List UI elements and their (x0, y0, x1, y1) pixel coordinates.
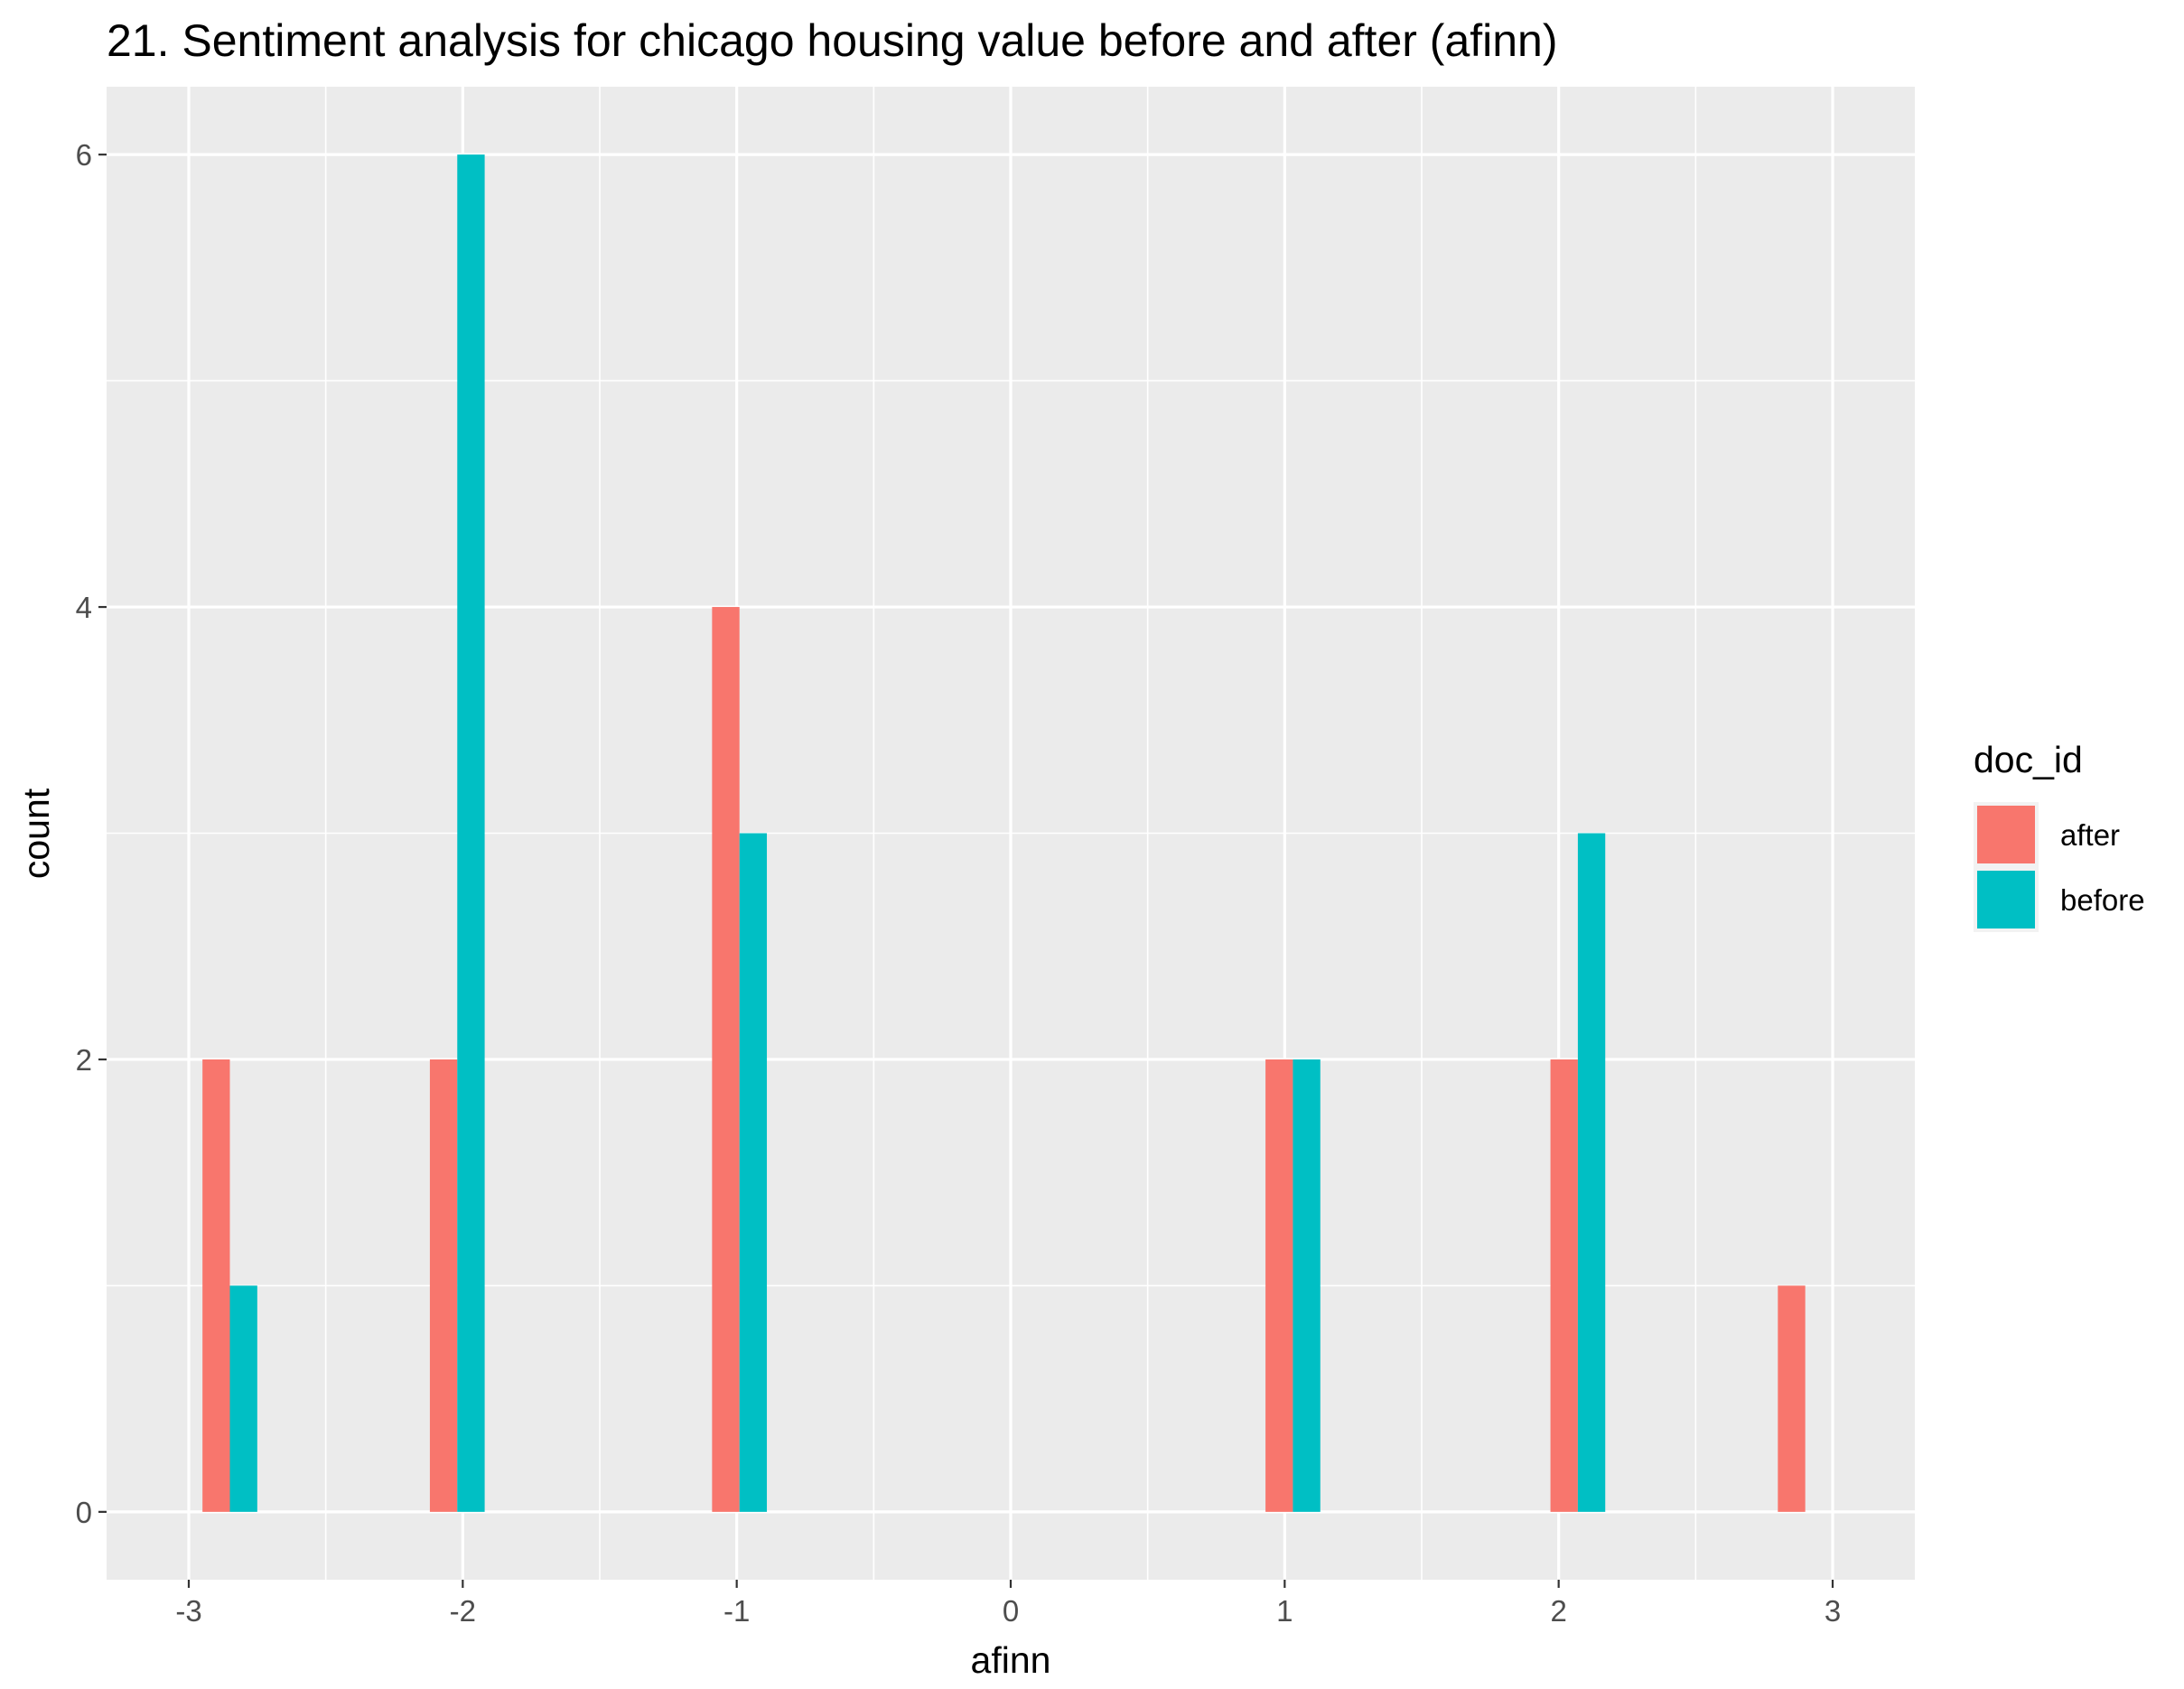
legend-label-before: before (2060, 883, 2145, 917)
y-axis-title: count (15, 788, 57, 879)
x-tick-label: -3 (175, 1594, 201, 1628)
bar-after (1550, 1059, 1578, 1512)
legend-swatch-before (1977, 871, 2035, 928)
x-tick-label: 3 (1825, 1594, 1841, 1628)
y-tick-label: 4 (76, 591, 92, 624)
y-tick-label: 2 (76, 1043, 92, 1077)
legend-label-after: after (2060, 818, 2120, 852)
bar-after (429, 1059, 458, 1512)
axes: -3 -2 -1 0 1 2 3 0 2 4 6 (76, 138, 1842, 1628)
bar-after (712, 607, 740, 1512)
bar-before (457, 154, 485, 1512)
bar-after (1265, 1059, 1293, 1512)
bars (202, 154, 1806, 1512)
bar-before (1293, 1059, 1321, 1512)
x-tick-label: 2 (1550, 1594, 1566, 1628)
x-tick-label: 1 (1276, 1594, 1293, 1628)
chart-title: 21. Sentiment analysis for chicago housi… (107, 15, 1558, 66)
bar-before (1577, 833, 1606, 1512)
x-tick-label: -1 (723, 1594, 750, 1628)
y-tick-label: 0 (76, 1496, 92, 1529)
bar-before (229, 1285, 257, 1512)
legend-swatch-after (1977, 806, 2035, 863)
legend-title: doc_id (1974, 739, 2083, 780)
y-tick-label: 6 (76, 138, 92, 172)
x-axis-title: afinn (971, 1639, 1051, 1681)
bar-after (1778, 1285, 1806, 1512)
legend: doc_id after before (1974, 739, 2145, 932)
x-tick-label: -2 (450, 1594, 476, 1628)
x-tick-label: 0 (1003, 1594, 1019, 1628)
bar-after (202, 1059, 230, 1512)
bar-before (739, 833, 768, 1512)
